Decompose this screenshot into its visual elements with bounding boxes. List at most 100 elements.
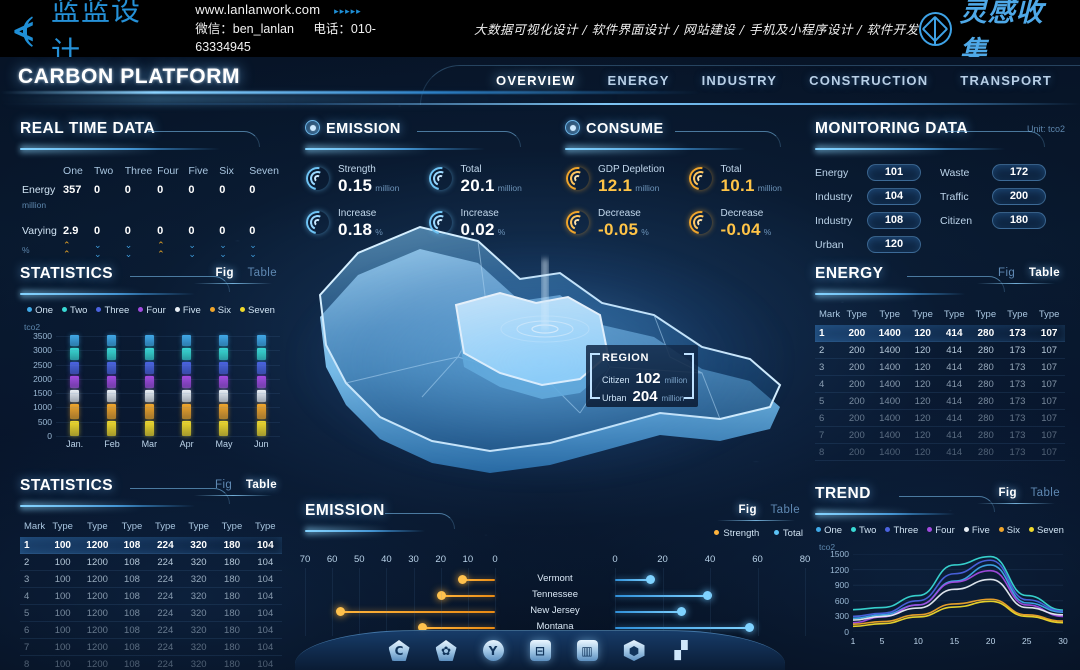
monitoring-key: Citizen	[940, 214, 973, 227]
varying-val-6: 0	[249, 225, 256, 237]
monitoring-value[interactable]: 101	[867, 164, 921, 181]
monitoring-value[interactable]: 120	[867, 236, 921, 253]
toggle-table[interactable]: Table	[770, 504, 800, 516]
table-row[interactable]: 3 200 1400 120 414 280 173 107	[815, 358, 1065, 376]
monitoring-value[interactable]: 172	[992, 164, 1046, 181]
table-row[interactable]: 2 100 1200 108 224 320 180 104	[20, 553, 282, 571]
table-cell: 180	[215, 655, 249, 670]
legend-two[interactable]: Two	[851, 525, 876, 536]
table-row[interactable]: 8 100 1200 108 224 320 180 104	[20, 655, 282, 670]
x-tick: 5	[879, 636, 885, 646]
table-row[interactable]: 8 200 1400 120 414 280 173 107	[815, 443, 1065, 461]
table-row[interactable]: 6 100 1200 108 224 320 180 104	[20, 621, 282, 639]
trend-arrow-down-icon-1: ⌄ ⌄	[93, 240, 102, 259]
butterfly-axis: 70 60 50 40 30 20 10 0 0 20 40 60 80	[300, 554, 811, 566]
table-row[interactable]: 4 100 1200 108 224 320 180 104	[20, 587, 282, 605]
table-row[interactable]: 5 200 1400 120 414 280 173 107	[815, 392, 1065, 410]
monitoring-value[interactable]: 104	[867, 188, 921, 205]
table-row[interactable]: 2 200 1400 120 414 280 173 107	[815, 341, 1065, 359]
nav-item-overview[interactable]: OVERVIEW	[496, 73, 576, 88]
legend-one[interactable]: One	[27, 305, 53, 316]
emission-chart-header: EMISSION Fig Table	[305, 502, 805, 532]
toggle-fig[interactable]: Fig	[215, 479, 233, 491]
butterfly-row[interactable]: Tennessee	[305, 588, 805, 604]
energy-table-toggle: Fig Table	[977, 267, 1065, 284]
toggle-table[interactable]: Table	[1028, 267, 1060, 279]
legend-six[interactable]: Six	[209, 305, 231, 316]
shield-icon[interactable]: ⬢	[623, 640, 645, 661]
monitoring-value[interactable]: 180	[992, 212, 1046, 229]
legend-strength[interactable]: Strength	[714, 528, 759, 539]
toggle-table[interactable]: Table	[245, 479, 277, 491]
lanlan-logo-icon: ⦓	[14, 8, 34, 49]
butterfly-row[interactable]: New Jersey	[305, 604, 805, 620]
toggle-fig[interactable]: Fig	[998, 487, 1017, 499]
table-cell: 3	[815, 358, 841, 376]
table-row[interactable]: 1 100 1200 108 224 320 180 104	[20, 537, 282, 554]
legend-seven[interactable]: Seven	[1029, 525, 1064, 536]
toggle-fig[interactable]: Fig	[215, 267, 234, 279]
grid-apps-icon[interactable]: ▞	[674, 640, 688, 661]
legend-six[interactable]: Six	[998, 525, 1020, 536]
grid-line	[615, 568, 616, 636]
monitoring-value[interactable]: 108	[867, 212, 921, 229]
monitoring-item-urban: Urban 120	[815, 236, 940, 253]
emission-header: EMISSION	[305, 120, 550, 150]
legend-one[interactable]: One	[816, 525, 842, 536]
table-row[interactable]: 5 100 1200 108 224 320 180 104	[20, 604, 282, 622]
monitoring-value[interactable]: 200	[992, 188, 1046, 205]
table-row[interactable]: 4 200 1400 120 414 280 173 107	[815, 375, 1065, 393]
bar-column[interactable]	[219, 333, 229, 436]
toggle-table[interactable]: Table	[247, 267, 277, 279]
bar-segment	[70, 421, 80, 436]
settings-gear-icon[interactable]: ✿	[435, 640, 457, 661]
table-row[interactable]: 7 200 1400 120 414 280 173 107	[815, 426, 1065, 444]
nav-item-industry[interactable]: INDUSTRY	[701, 73, 778, 88]
legend-two[interactable]: Two	[62, 305, 87, 316]
compass-icon[interactable]: C	[388, 640, 410, 661]
legend-three[interactable]: Three	[885, 525, 918, 536]
x-tick: Feb	[104, 439, 120, 449]
bar-column[interactable]	[256, 333, 266, 436]
nav-item-energy[interactable]: ENERGY	[607, 73, 670, 88]
butterfly-row[interactable]: Vermont	[305, 572, 805, 588]
energy-val-4: 0	[188, 184, 195, 196]
toggle-fig[interactable]: Fig	[738, 504, 757, 516]
database-icon[interactable]: ⊟	[529, 640, 551, 661]
legend-five[interactable]: Five	[174, 305, 201, 316]
butterfly-row[interactable]: Montana	[305, 620, 805, 636]
y-tick: 500	[37, 416, 52, 427]
table-row[interactable]: 1 200 1400 120 414 280 173 107	[815, 325, 1065, 342]
toggle-fig[interactable]: Fig	[998, 267, 1016, 279]
website-url[interactable]: www.lanlanwork.com	[195, 1, 321, 17]
legend-four[interactable]: Four	[927, 525, 955, 536]
table-row[interactable]: 3 100 1200 108 224 320 180 104	[20, 570, 282, 588]
col-five: Five	[188, 165, 209, 177]
legend-five[interactable]: Five	[963, 525, 990, 536]
table-cell: 3	[20, 570, 46, 588]
legend-seven[interactable]: Seven	[240, 305, 275, 316]
x-tick: 20	[985, 636, 996, 646]
row-label-varying: Varying	[22, 225, 57, 237]
target-y-icon[interactable]: Y	[482, 640, 504, 661]
table-cell: 4	[20, 587, 46, 605]
table-row[interactable]: 7 100 1200 108 224 320 180 104	[20, 638, 282, 656]
bar-column[interactable]	[107, 333, 117, 436]
bar-column[interactable]	[144, 333, 154, 436]
nav-item-transport[interactable]: TRANSPORT	[960, 73, 1052, 88]
bar-column[interactable]	[70, 333, 80, 436]
kpi-unit: million	[635, 183, 660, 193]
table-row[interactable]: 6 200 1400 120 414 280 173 107	[815, 409, 1065, 427]
bar-chart-plot	[56, 333, 280, 437]
varying-val-5: 0	[219, 225, 226, 237]
legend-four[interactable]: Four	[138, 305, 166, 316]
dot-strength	[336, 607, 346, 616]
emission-kpi-grid: Strength 0.15 million Total 20.1 million I…	[301, 162, 550, 252]
toggle-underline	[194, 283, 273, 284]
bar-column[interactable]	[182, 333, 192, 436]
toggle-table[interactable]: Table	[1030, 487, 1060, 499]
legend-three[interactable]: Three	[96, 305, 129, 316]
nav-item-construction[interactable]: CONSTRUCTION	[809, 73, 929, 88]
legend-total[interactable]: Total	[773, 528, 803, 539]
chart-board-icon[interactable]: ▥	[576, 640, 598, 661]
